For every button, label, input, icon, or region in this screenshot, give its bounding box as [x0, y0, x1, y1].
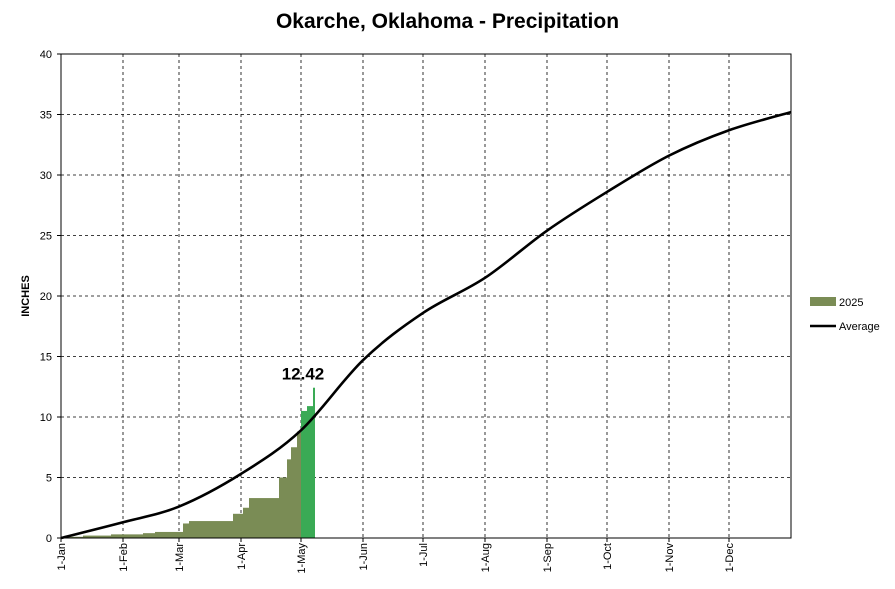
legend: 2025 Average	[810, 297, 880, 333]
y-tick-label: 5	[46, 473, 52, 485]
x-tick-label: 1-Aug	[480, 543, 492, 572]
area-step	[249, 498, 279, 538]
x-tick-label: 1-Jul	[418, 543, 430, 567]
chart-title: Okarche, Oklahoma - Precipitation	[275, 10, 620, 33]
annotations: 12.42	[282, 365, 325, 384]
area-step	[143, 533, 155, 538]
x-tick-label: 1-Nov	[664, 543, 676, 573]
y-tick-label: 30	[40, 170, 52, 182]
y-axis-ticks: 0 5 10 15 20 25 30 35 40	[40, 49, 61, 545]
area-step	[69, 536, 83, 538]
legend-label: 2025	[839, 297, 863, 309]
x-tick-label: 1-Jun	[358, 543, 370, 571]
area-step	[111, 534, 143, 538]
area-step	[297, 431, 301, 538]
area-step	[83, 535, 111, 538]
series-2025-area	[69, 387, 315, 538]
grid-lines	[61, 54, 791, 538]
y-tick-label: 35	[40, 110, 52, 122]
x-tick-label: 1-Mar	[174, 543, 186, 572]
y-tick-label: 40	[40, 49, 52, 61]
area-step	[287, 459, 291, 538]
area-step	[307, 406, 313, 538]
x-tick-label: 1-May	[296, 543, 308, 574]
y-tick-label: 0	[46, 533, 52, 545]
area-step	[233, 513, 243, 538]
area-step	[183, 523, 189, 538]
series-average-line	[60, 110, 792, 540]
area-step	[291, 447, 297, 538]
x-tick-label: 1-Jan	[56, 543, 68, 571]
average-line-path	[60, 110, 792, 540]
y-tick-label: 15	[40, 352, 52, 364]
x-tick-label: 1-Sep	[542, 543, 554, 572]
x-tick-label: 1-Dec	[724, 543, 736, 573]
x-axis-ticks: 1-Jan 1-Feb 1-Mar 1-Apr 1-May 1-Jun 1-Jul 1-Aug…	[56, 538, 736, 574]
x-tick-label: 1-Feb	[118, 543, 130, 572]
legend-swatch-2025	[810, 297, 836, 306]
area-step	[301, 410, 307, 538]
x-tick-label: 1-Apr	[236, 543, 248, 570]
y-tick-label: 25	[40, 231, 52, 243]
x-tick-label: 1-Oct	[602, 543, 614, 570]
total-callout: 12.42	[282, 365, 325, 384]
area-step	[155, 531, 183, 538]
y-axis-label: INCHES	[20, 275, 32, 317]
area-step	[279, 477, 287, 538]
y-tick-label: 10	[40, 412, 52, 424]
legend-label: Average	[839, 321, 880, 333]
area-step	[313, 387, 315, 538]
area-step	[243, 507, 249, 538]
y-tick-label: 20	[40, 291, 52, 303]
area-step	[189, 521, 233, 538]
